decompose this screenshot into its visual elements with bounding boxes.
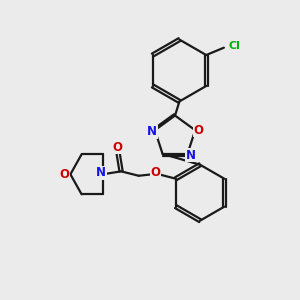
Text: Cl: Cl bbox=[228, 41, 240, 51]
Text: O: O bbox=[59, 168, 69, 181]
Text: N: N bbox=[185, 149, 195, 162]
Text: N: N bbox=[96, 166, 106, 179]
Text: O: O bbox=[193, 124, 203, 137]
Text: N: N bbox=[147, 125, 157, 138]
Text: O: O bbox=[112, 141, 122, 154]
Text: O: O bbox=[151, 166, 161, 179]
